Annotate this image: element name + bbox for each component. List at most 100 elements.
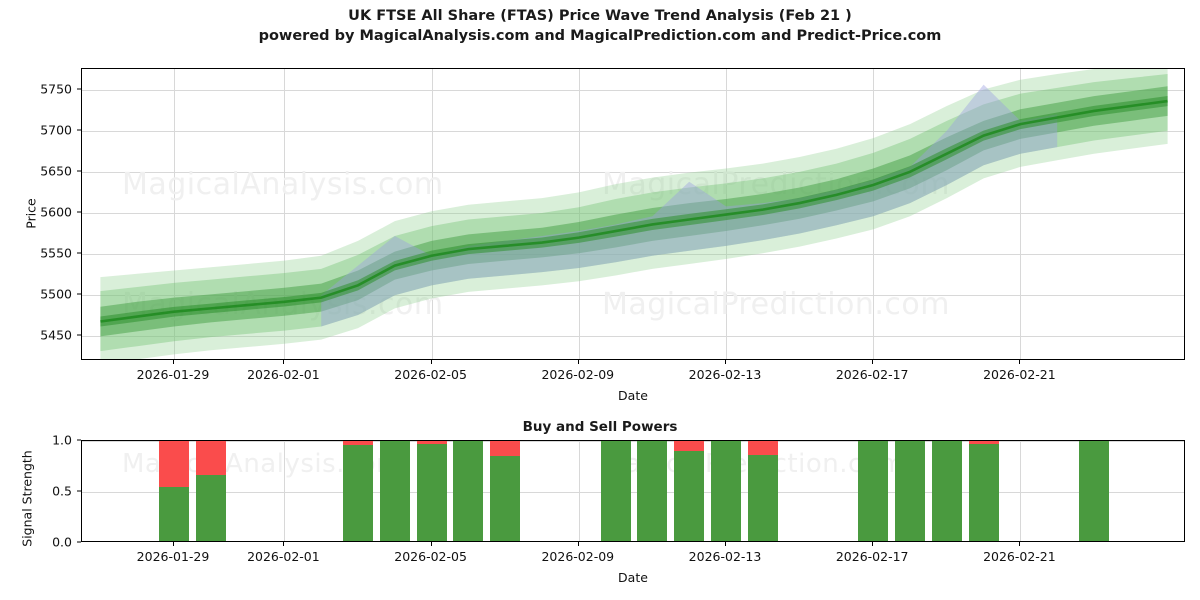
signal-y-tick-mark	[77, 439, 81, 441]
price-y-tick-label: 5750	[40, 81, 72, 97]
buy-power-bar[interactable]	[894, 441, 926, 541]
sell-power-bar[interactable]	[490, 441, 521, 457]
signal-y-tick-mark	[77, 541, 81, 543]
signal-x-tick-mark	[173, 542, 174, 546]
price-x-tick-mark	[283, 360, 285, 364]
price-x-tick-label: 2026-02-13	[688, 367, 762, 382]
buy-power-bar[interactable]	[968, 444, 999, 541]
sell-power-bar[interactable]	[342, 441, 374, 446]
price-x-tick-mark	[1019, 360, 1021, 364]
buy-power-bar[interactable]	[158, 486, 190, 541]
price-y-tick-label: 5700	[40, 122, 72, 138]
buy-power-bar[interactable]	[1078, 441, 1110, 541]
buy-power-bar[interactable]	[674, 451, 705, 541]
buy-sell-subplot-title: Buy and Sell Powers	[522, 419, 678, 435]
price-x-tick-label: 2026-02-17	[835, 367, 909, 382]
signal-gridline-v-6	[1020, 441, 1022, 541]
price-gridline-h-6	[82, 89, 1184, 91]
signal-x-tick-label: 2026-01-29	[136, 549, 210, 564]
price-y-tick-label: 5650	[40, 163, 72, 179]
buy-power-bar[interactable]	[747, 455, 778, 541]
price-y-tick-mark	[77, 88, 81, 90]
price-gridline-h-3	[82, 212, 1184, 214]
signal-x-tick-label: 2026-02-09	[541, 549, 615, 564]
price-y-tick-label: 5600	[40, 204, 72, 220]
signal-y-tick-label: 0.5	[52, 483, 72, 499]
signal-x-tick-mark	[725, 542, 726, 546]
buy-power-bar[interactable]	[710, 441, 742, 541]
signal-gridline-v-1	[284, 441, 286, 541]
price-gridline-h-0	[82, 336, 1184, 338]
signal-gridline-h-1	[82, 492, 1184, 493]
price-x-tick-mark	[872, 360, 874, 364]
price-y-tick-mark	[77, 334, 81, 336]
price-y-tick-mark	[77, 252, 81, 254]
price-x-tick-mark	[173, 360, 174, 364]
signal-gridline-v-3	[578, 441, 580, 541]
price-y-tick-mark	[77, 211, 81, 213]
price-band-blue-overlay	[321, 84, 1058, 327]
buy-power-bar[interactable]	[931, 441, 962, 541]
sell-power-bar[interactable]	[968, 441, 999, 445]
price-y-tick-mark	[77, 129, 81, 131]
signal-y-tick-label: 0.0	[52, 534, 72, 550]
sell-power-bar[interactable]	[195, 441, 226, 475]
buy-power-bar[interactable]	[453, 441, 484, 541]
price-band-core	[100, 96, 1168, 327]
price-gridline-v-2	[431, 69, 433, 359]
price-y-tick-label: 5450	[40, 327, 72, 343]
price-x-axis-title: Date	[618, 388, 648, 403]
price-y-axis-title: Price	[23, 198, 39, 229]
page-title-line-1: UK FTSE All Share (FTAS) Price Wave Tren…	[348, 8, 852, 24]
sell-power-bar[interactable]	[158, 441, 190, 487]
price-y-tick-mark	[77, 293, 81, 295]
price-gridline-v-6	[1020, 69, 1022, 359]
signal-x-tick-label: 2026-02-05	[394, 549, 467, 564]
sell-power-bar[interactable]	[416, 441, 447, 445]
buy-power-bar[interactable]	[600, 441, 631, 541]
buy-power-bar[interactable]	[637, 441, 668, 541]
price-x-tick-mark	[430, 360, 432, 364]
buy-power-bar[interactable]	[195, 474, 226, 541]
buy-power-bar[interactable]	[342, 445, 374, 541]
price-gridline-v-5	[873, 69, 875, 359]
signal-y-tick-mark	[77, 490, 81, 492]
signal-x-tick-mark	[283, 542, 285, 546]
price-wave-plot-area: MagicalAnalysis.com MagicalPrediction.com…	[82, 69, 1184, 359]
signal-y-tick-label: 1.0	[52, 432, 72, 448]
buy-power-bar[interactable]	[858, 441, 889, 541]
signal-x-tick-label: 2026-02-13	[688, 549, 762, 564]
price-band-inner	[100, 86, 1168, 337]
price-gridline-h-1	[82, 295, 1184, 297]
buy-power-bar[interactable]	[379, 441, 410, 541]
price-center-trend-line	[100, 99, 1168, 323]
sell-power-bar[interactable]	[747, 441, 778, 456]
buy-power-bar[interactable]	[490, 456, 521, 541]
signal-x-tick-label: 2026-02-01	[247, 549, 320, 564]
chart-title-block: UK FTSE All Share (FTAS) Price Wave Tren…	[0, 6, 1200, 46]
price-band-outer	[100, 69, 1168, 359]
sell-power-bar[interactable]	[674, 441, 705, 452]
signal-x-tick-label: 2026-02-17	[835, 549, 909, 564]
price-y-tick-mark	[77, 170, 81, 172]
price-x-tick-mark	[725, 360, 726, 364]
price-wave-bands	[100, 69, 1168, 359]
price-x-tick-label: 2026-02-09	[541, 367, 615, 382]
buy-power-bar[interactable]	[416, 444, 447, 541]
price-gridline-h-4	[82, 171, 1184, 173]
signal-x-tick-mark	[430, 542, 432, 546]
price-gridline-h-5	[82, 130, 1184, 132]
price-x-tick-label: 2026-02-21	[983, 367, 1056, 382]
signal-x-tick-mark	[577, 542, 579, 546]
price-gridline-v-1	[284, 69, 286, 359]
price-y-tick-label: 5550	[40, 245, 72, 261]
signal-x-tick-mark	[1019, 542, 1021, 546]
price-gridline-h-2	[82, 254, 1184, 256]
price-gridline-v-0	[174, 69, 175, 359]
page-title-line-2: powered by MagicalAnalysis.com and Magic…	[258, 28, 942, 44]
signal-x-tick-mark	[872, 542, 874, 546]
signal-x-axis-title: Date	[618, 570, 648, 585]
